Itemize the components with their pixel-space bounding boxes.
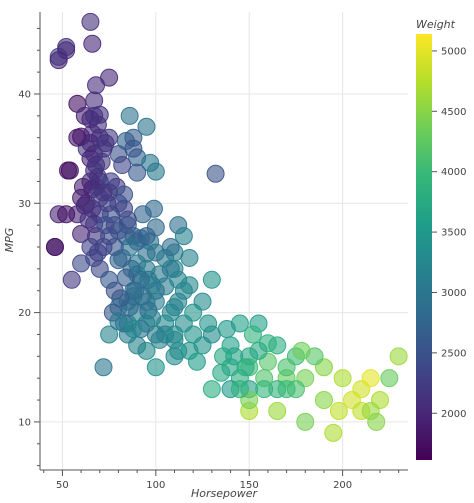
data-point [144,199,163,218]
x-tick-label-2: 150 [240,480,259,491]
data-point [128,163,147,182]
data-point [180,276,199,295]
colorbar-gradient [416,34,432,460]
colorbar-tick-label-2: 3000 [441,288,466,299]
data-point [116,268,135,287]
y-axis-title: MPG [3,228,16,253]
data-point [137,227,156,246]
colorbar-tick-label-3: 3500 [441,228,466,239]
data-point [143,309,162,328]
y-tick-label-3: 40 [18,89,31,100]
data-point [202,380,221,399]
colorbar: Weight 2000 2500 3000 3500 4000 4500 5000 [416,18,466,460]
data-point [217,319,236,338]
data-point [214,347,233,366]
data-point [236,358,255,377]
data-point [120,106,139,125]
data-point [324,423,343,442]
data-point [92,152,111,171]
colorbar-tick-label-1: 2500 [441,348,466,359]
data-point [87,76,106,95]
colorbar-tick-label-4: 4000 [441,167,466,178]
x-ticks: 50 100 150 200 [43,470,400,491]
data-point [146,162,165,181]
data-point [367,412,386,431]
data-point [57,41,76,60]
data-point [212,363,231,382]
data-point [333,369,352,388]
data-point [165,325,184,344]
data-point [161,238,180,257]
data-point [101,172,120,191]
y-tick-label-2: 30 [18,199,31,210]
x-tick-label-3: 200 [333,480,352,491]
data-point [118,210,137,229]
data-point [90,188,109,207]
y-tick-label-1: 20 [18,308,31,319]
data-point [146,358,165,377]
data-point [115,185,134,204]
data-point [292,341,311,360]
colorbar-title: Weight [416,18,456,31]
data-point [277,380,296,399]
data-point [169,292,188,311]
data-point [230,380,249,399]
data-point [187,352,206,371]
colorbar-tick-label-5: 4500 [441,107,466,118]
data-point [57,205,76,224]
data-point [113,156,132,175]
data-point [62,270,81,289]
data-point [81,12,100,31]
data-point [137,117,156,136]
data-point [72,254,91,273]
axes [39,12,408,471]
data-point [109,312,128,331]
colorbar-tick-label-6: 5000 [441,46,466,57]
data-point [60,161,79,180]
data-point [174,227,193,246]
colorbar-tick-label-0: 2000 [441,409,466,420]
data-point [124,139,143,158]
data-point [100,325,119,344]
data-point [105,281,124,300]
data-point [202,270,221,289]
data-point [199,314,218,333]
data-point [96,134,115,153]
data-point [193,292,212,311]
data-point [389,347,408,366]
data-point [150,330,169,349]
data-point [124,319,143,338]
x-tick-label-0: 50 [56,480,69,491]
x-axis-title: Horsepower [191,487,258,500]
data-point [83,34,102,53]
data-point [243,325,262,344]
data-point [329,401,348,420]
data-point [94,358,113,377]
data-point [180,248,199,267]
data-point [296,412,315,431]
data-point [45,238,64,257]
data-point [361,369,380,388]
data-point [268,401,287,420]
data-point [380,369,399,388]
data-point [79,210,98,229]
data-point [249,341,268,360]
x-tick-label-1: 100 [146,480,165,491]
y-tick-label-0: 10 [18,417,31,428]
data-point [206,164,225,183]
data-point [146,243,165,262]
colorbar-ticks: 2000 2500 3000 3500 4000 4500 5000 [432,46,466,420]
data-point [255,380,274,399]
y-ticks: 10 20 30 40 [18,27,40,467]
data-point [314,391,333,410]
data-points [45,12,408,442]
data-point [88,243,107,262]
data-point [277,358,296,377]
